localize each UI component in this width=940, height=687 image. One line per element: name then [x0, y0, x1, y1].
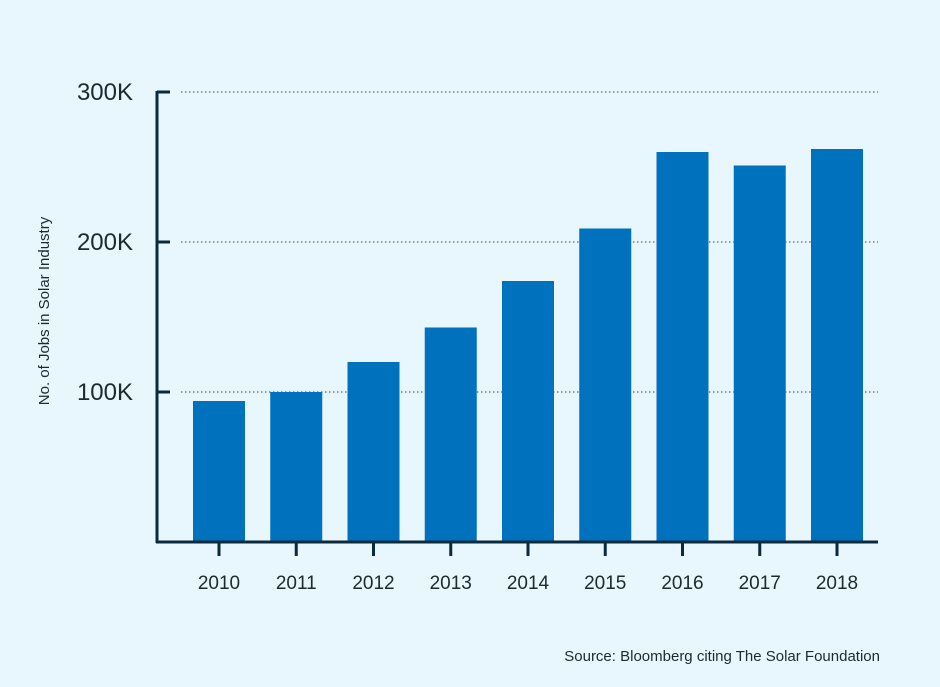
axes — [155, 90, 878, 556]
y-tick-label: 200K — [77, 229, 133, 256]
x-tick-label: 2013 — [430, 573, 472, 594]
y-axis-title: No. of Jobs in Solar Industry — [36, 216, 53, 405]
x-tick-label: 2014 — [507, 573, 550, 594]
bar — [424, 327, 477, 542]
bar — [733, 165, 786, 542]
bar — [656, 152, 709, 542]
bar — [193, 401, 245, 542]
y-tick-label: 300K — [77, 79, 133, 106]
source-note: Source: Bloomberg citing The Solar Found… — [564, 648, 880, 665]
x-tick-label: 2010 — [198, 573, 240, 594]
x-tick-label: 2016 — [661, 573, 703, 594]
x-tick-label: 2018 — [816, 573, 858, 594]
x-tick-label: 2011 — [276, 573, 317, 594]
bar — [270, 392, 323, 542]
labels: 100K 200K 300K 2010 2011 2012 2013 2014 2015 2016… — [77, 79, 858, 594]
bar — [811, 149, 863, 542]
bar — [347, 362, 400, 542]
bar — [502, 281, 554, 542]
bar — [579, 228, 632, 542]
bars — [193, 149, 863, 542]
x-tick-label: 2015 — [584, 573, 626, 594]
x-tick-label: 2012 — [352, 573, 394, 594]
x-tick-label: 2017 — [739, 573, 781, 594]
y-tick-label: 100K — [77, 379, 133, 406]
